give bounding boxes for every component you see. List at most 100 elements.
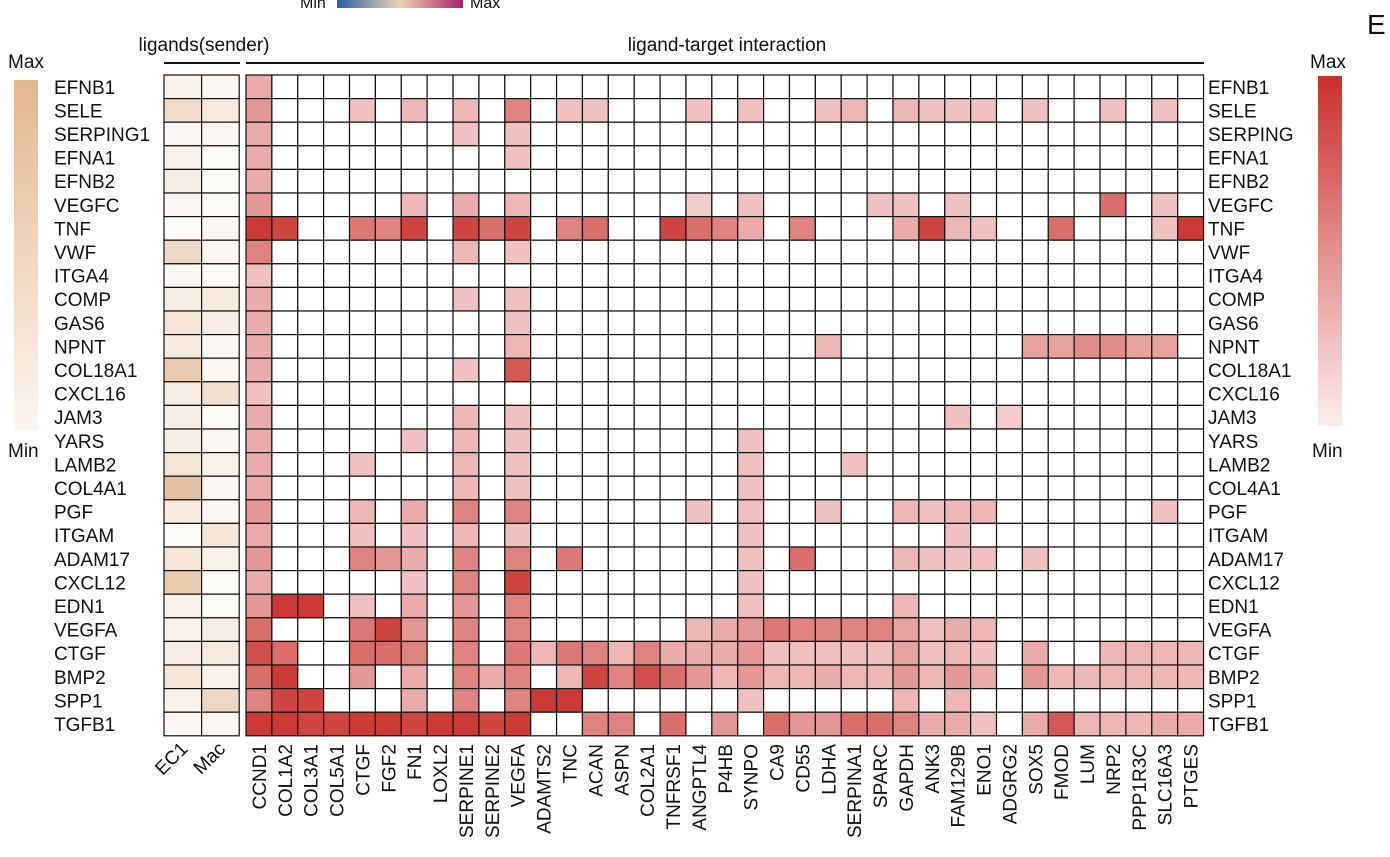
interaction-cell: [814, 74, 842, 100]
interaction-cell: [323, 168, 351, 194]
interaction-cell: [271, 475, 299, 501]
ligand-row-label: EFNB2: [54, 172, 115, 193]
interaction-cell: [1151, 711, 1179, 737]
interaction-cell: [1177, 334, 1205, 359]
interaction-cell: [271, 452, 299, 477]
interaction-cell: [1099, 687, 1127, 713]
interaction-cell: [995, 428, 1024, 454]
interaction-cell: [1151, 145, 1179, 171]
interaction-cell: [478, 428, 506, 454]
interaction-cell: [866, 499, 894, 524]
interaction-cell: [659, 499, 687, 524]
interaction-cell: [1125, 593, 1153, 619]
ligand-row-label: PGF: [54, 503, 93, 524]
interaction-cell: [323, 216, 351, 241]
interaction-cell: [944, 121, 972, 147]
interaction-cell: [685, 593, 713, 619]
interaction-cell: [892, 121, 920, 147]
interaction-cell: [478, 121, 506, 147]
interaction-cell: [892, 310, 920, 336]
interaction-cell: [271, 310, 299, 336]
interaction-cell: [866, 168, 894, 194]
interaction-cell: [1177, 168, 1205, 194]
top-scale-bar: [337, 0, 463, 8]
interaction-cell: [271, 569, 299, 595]
interaction-cell: [1047, 334, 1075, 359]
interaction-cell: [348, 263, 376, 288]
interaction-cell: [970, 334, 998, 359]
interaction-cell: [607, 687, 635, 713]
interaction-cell: [840, 97, 868, 123]
interaction-cell: [530, 522, 558, 548]
interaction-cell: [1047, 381, 1075, 406]
interaction-row-label: SELE: [1208, 101, 1257, 122]
interaction-column-label: CA9: [768, 744, 789, 781]
ligand-cell: [201, 428, 240, 454]
interaction-cell: [530, 121, 558, 147]
interaction-cell: [762, 216, 791, 241]
interaction-cell: [685, 239, 713, 265]
interaction-cell: [633, 357, 661, 383]
interaction-cell: [814, 617, 842, 642]
interaction-cell: [892, 522, 920, 548]
interaction-cell: [1073, 286, 1101, 312]
interaction-row-label: VEGFC: [1208, 196, 1273, 217]
interaction-cell: [374, 617, 402, 642]
interaction-row-label: SERPING: [1208, 125, 1294, 146]
interaction-cell: [944, 286, 972, 312]
interaction-column-label: SPARC: [871, 744, 892, 808]
interaction-cell: [788, 121, 816, 147]
interaction-cell: [737, 168, 765, 194]
interaction-cell: [581, 145, 609, 171]
interaction-cell: [737, 687, 765, 713]
interaction-cell: [271, 357, 299, 383]
ligand-cell: [163, 617, 203, 642]
interaction-cell: [478, 664, 506, 690]
interaction-cell: [866, 263, 894, 288]
interaction-cell: [762, 617, 791, 642]
interaction-cell: [478, 499, 506, 524]
interaction-cell: [1021, 593, 1049, 619]
interaction-cell: [555, 428, 584, 454]
interaction-cell: [788, 192, 816, 218]
interaction-row-label: ADAM17: [1208, 550, 1284, 571]
interaction-cell: [659, 522, 687, 548]
interaction-cell: [1151, 239, 1179, 265]
interaction-cell: [970, 664, 998, 690]
interaction-cell: [297, 357, 325, 383]
interaction-cell: [581, 263, 609, 288]
interaction-cell: [866, 617, 894, 642]
ligand-cell: [163, 499, 203, 524]
interaction-cell: [866, 711, 894, 737]
interaction-cell: [374, 546, 402, 572]
interaction-cell: [685, 145, 713, 171]
interaction-cell: [348, 664, 376, 690]
interaction-cell: [1073, 357, 1101, 383]
interaction-cell: [323, 546, 351, 572]
interaction-cell: [892, 74, 920, 100]
interaction-cell: [245, 334, 273, 359]
interaction-cell: [271, 687, 299, 713]
interaction-cell: [504, 192, 532, 218]
interaction-cell: [271, 334, 299, 359]
interaction-cell: [659, 239, 687, 265]
interaction-cell: [944, 617, 972, 642]
interaction-cell: [866, 239, 894, 265]
interaction-cell: [1125, 452, 1153, 477]
interaction-cell: [1047, 74, 1075, 100]
interaction-cell: [918, 664, 946, 690]
interaction-cell: [918, 145, 946, 171]
interaction-cell: [633, 569, 661, 595]
ligand-cell: [201, 640, 240, 666]
interaction-cell: [633, 286, 661, 312]
ligand-heatmap: [163, 74, 240, 737]
interaction-cell: [762, 664, 791, 690]
interaction-cell: [762, 192, 791, 218]
interaction-column-label: FGF2: [379, 744, 400, 793]
ligand-cell: [201, 334, 240, 359]
interaction-cell: [374, 687, 402, 713]
interaction-cell: [970, 263, 998, 288]
interaction-cell: [245, 452, 273, 477]
interaction-cell: [478, 263, 506, 288]
interaction-cell: [711, 664, 739, 690]
